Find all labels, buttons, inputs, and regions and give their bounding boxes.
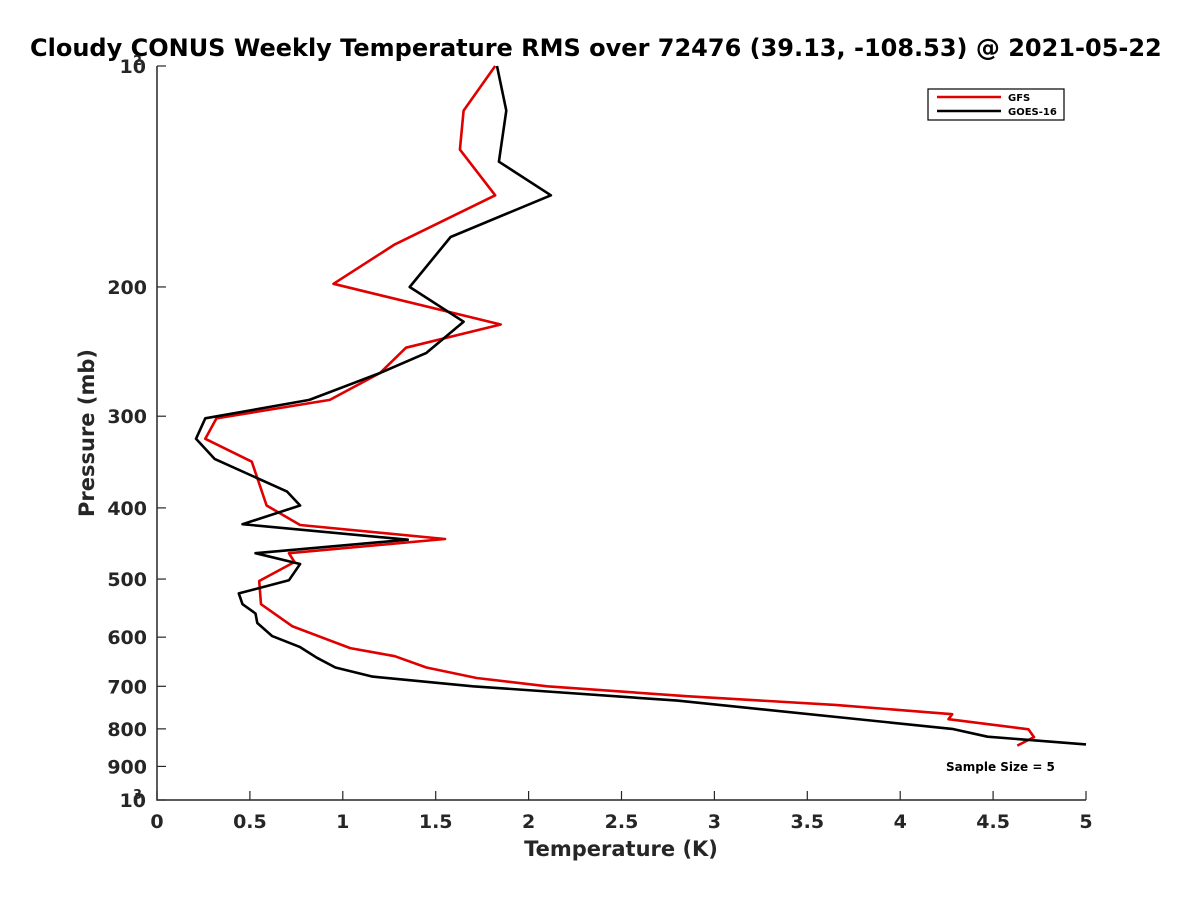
x-tick-label: 2 — [522, 811, 535, 833]
y-tick-label: 300 — [107, 406, 147, 428]
chart-legend: GFS GOES-16 — [927, 88, 1065, 121]
x-tick-label: 5 — [1079, 811, 1092, 833]
legend-label-goes16: GOES-16 — [1008, 107, 1057, 118]
axes-frame — [156, 66, 1086, 801]
x-tick-label: 1.5 — [419, 811, 453, 833]
y-tick-label: 600 — [107, 627, 147, 649]
y-tick-label: 900 — [107, 756, 147, 778]
y-tick-label: 400 — [107, 498, 147, 520]
x-tick-label: 4 — [894, 811, 907, 833]
y-tick-label: 10 — [120, 56, 146, 78]
x-tick-label: 2.5 — [605, 811, 639, 833]
y-axis-label: Pressure (mb) — [75, 349, 99, 517]
x-tick-label: 1 — [336, 811, 349, 833]
y-tick-label: 200 — [107, 277, 147, 299]
y-tick-label-exponent: 2 — [133, 54, 142, 69]
y-tick-label: 800 — [107, 719, 147, 741]
x-tick-label: 0 — [150, 811, 163, 833]
legend-label-gfs: GFS — [1008, 93, 1030, 104]
x-axis-label: Temperature (K) — [524, 837, 718, 861]
x-tick-label: 4.5 — [976, 811, 1010, 833]
legend-box — [927, 88, 1065, 121]
y-tick-label-exponent: 3 — [133, 788, 142, 803]
x-tick-label: 3 — [708, 811, 721, 833]
y-tick-label: 10 — [120, 790, 146, 812]
x-tick-label: 0.5 — [233, 811, 267, 833]
x-axis-ticks: 0 0.5 1 1.5 2 2.5 3 3.5 4 4.5 5 — [150, 791, 1093, 833]
series-layer — [194, 65, 1087, 747]
series-line-gfs — [204, 65, 1036, 747]
chart-title: Cloudy CONUS Weekly Temperature RMS over… — [30, 34, 1162, 62]
y-tick-label: 700 — [107, 676, 147, 698]
y-tick-label: 500 — [107, 569, 147, 591]
sample-size-annotation: Sample Size = 5 — [946, 760, 1055, 774]
series-line-goes16 — [194, 65, 1087, 746]
x-tick-label: 3.5 — [790, 811, 824, 833]
